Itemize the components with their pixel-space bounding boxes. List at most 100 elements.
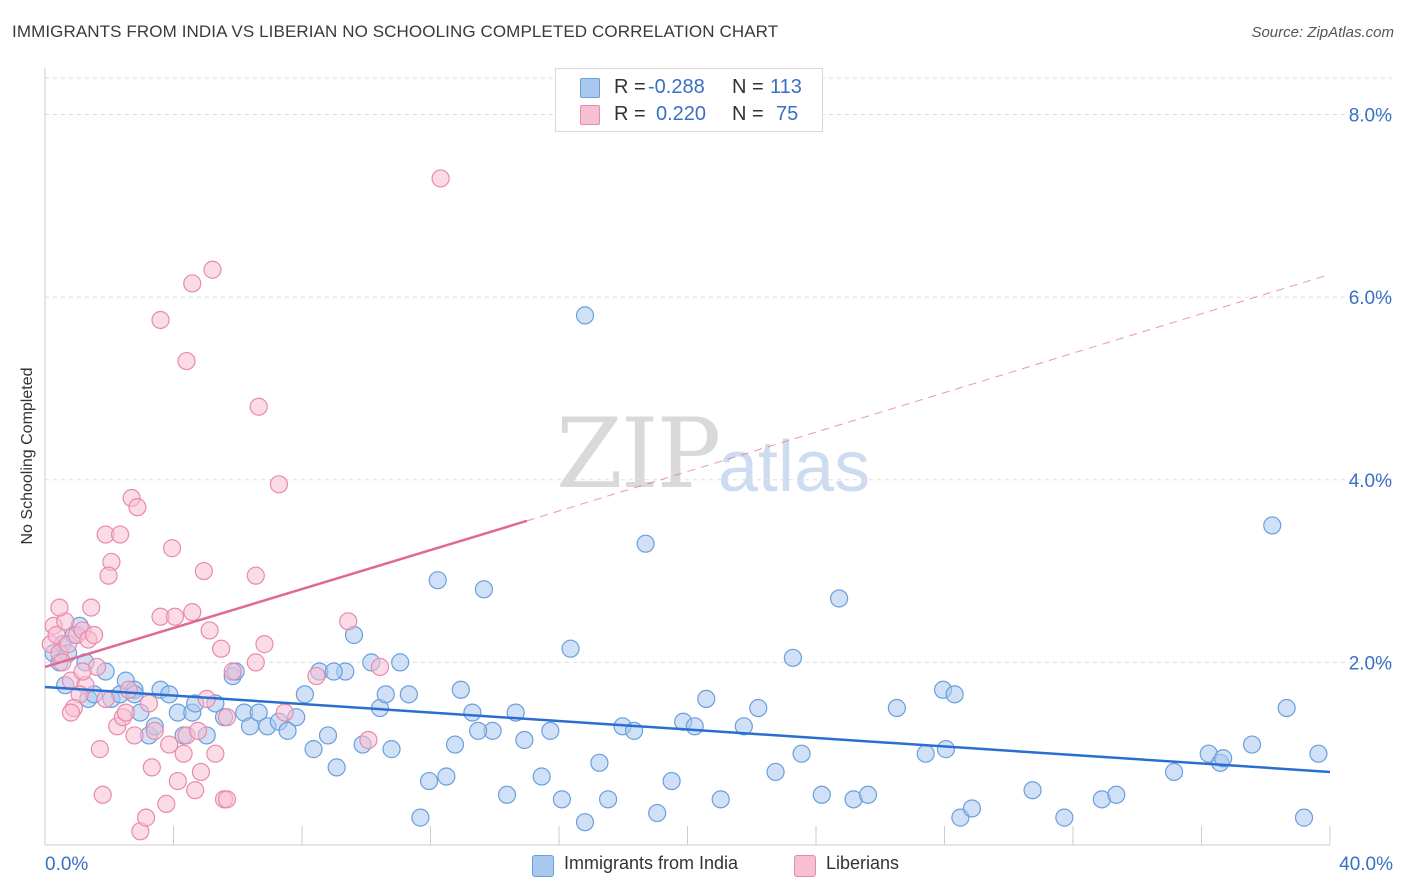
india-point: [327, 758, 346, 777]
india-point: [662, 771, 681, 791]
india-point: [399, 685, 418, 704]
liberian-point: [119, 680, 138, 699]
india-point: [451, 680, 470, 699]
liberian-point: [307, 666, 326, 686]
legend-liberian-swatch: [794, 855, 816, 877]
liberian-point: [177, 351, 196, 371]
india-point: [532, 767, 551, 786]
india-point: [295, 685, 314, 704]
liberian-trend-line: [526, 273, 1331, 522]
india-point: [858, 785, 878, 804]
liberian-point: [61, 703, 81, 722]
liberian-point: [160, 735, 179, 754]
liberian-point: [162, 539, 182, 558]
liberian-point: [157, 794, 176, 814]
india-point: [411, 808, 430, 827]
liberian-point: [275, 703, 294, 722]
india-point: [561, 639, 580, 658]
liberian-point: [191, 762, 211, 782]
liberian-point: [93, 785, 112, 804]
liberian-point: [206, 744, 225, 763]
india-point: [749, 698, 768, 718]
india-point: [324, 662, 343, 681]
liberian-point: [151, 310, 170, 330]
watermark-atlas: atlas: [718, 427, 871, 507]
india-point: [515, 730, 534, 750]
india-point: [1214, 749, 1233, 768]
liberian-r-label: R =: [614, 103, 646, 125]
india-point: [445, 735, 465, 754]
liberian-point: [168, 771, 187, 791]
india-point: [391, 653, 410, 672]
liberian-point: [200, 621, 219, 640]
india-point: [1294, 808, 1314, 827]
india-point: [648, 803, 667, 823]
liberian-point: [84, 625, 104, 645]
india-point: [304, 740, 323, 759]
liberian-point: [128, 498, 147, 517]
india-point: [685, 717, 704, 736]
liberian-point: [110, 525, 130, 544]
liberian-point: [73, 662, 92, 681]
liberian-point: [142, 758, 161, 777]
india-point: [636, 534, 655, 553]
source-label: Source: ZipAtlas.com: [1251, 24, 1394, 41]
india-point: [945, 685, 964, 704]
liberian-point: [255, 635, 274, 654]
india-swatch: [580, 78, 600, 98]
liberian-point: [223, 662, 242, 681]
liberian-point: [339, 612, 358, 631]
y-tick-label: 2.0%: [1349, 653, 1392, 674]
india-point: [552, 790, 571, 809]
india-trend-line: [44, 685, 1331, 774]
india-point: [278, 721, 297, 740]
liberian-point: [165, 607, 185, 626]
liberian-point: [174, 744, 193, 763]
india-point: [463, 703, 482, 722]
liberian-point: [249, 397, 268, 416]
india-point: [1107, 785, 1126, 804]
india-point: [590, 753, 609, 772]
india-point: [916, 744, 935, 763]
india-point: [318, 726, 338, 745]
liberian-n-value: 75: [776, 103, 799, 125]
x-tick-label: 0.0%: [45, 854, 88, 875]
india-point: [469, 721, 488, 740]
liberian-point: [246, 653, 265, 672]
liberian-point: [194, 561, 213, 581]
liberian-point: [99, 566, 118, 585]
liberian-point: [188, 721, 208, 740]
liberian-point: [183, 603, 202, 622]
stats-row-liberian: R = 0.220 N = 75: [556, 100, 822, 128]
india-point: [697, 689, 716, 709]
india-point: [1023, 781, 1042, 800]
liberian-point: [203, 260, 222, 279]
liberian-point: [217, 790, 237, 809]
liberian-trend-line: [44, 519, 528, 669]
liberian-point: [136, 808, 156, 827]
india-point: [1242, 735, 1262, 754]
india-point: [598, 790, 618, 809]
india-point: [783, 648, 802, 667]
liberian-point: [96, 689, 115, 709]
liberian-point: [139, 694, 159, 713]
india-n-label: N =: [732, 76, 764, 98]
india-point: [792, 744, 811, 763]
india-point: [1309, 744, 1328, 763]
liberian-point: [431, 169, 450, 188]
liberian-r-value: 0.220: [656, 103, 707, 125]
india-r-label: R =: [614, 76, 646, 98]
india-point: [1164, 762, 1184, 782]
liberian-point: [186, 781, 205, 800]
india-point: [766, 762, 785, 782]
liberian-point: [145, 721, 164, 740]
india-point: [1277, 698, 1296, 718]
liberian-point: [50, 598, 69, 617]
liberian-n-label: N =: [732, 103, 764, 125]
india-point: [830, 589, 849, 608]
liberian-point: [125, 726, 144, 745]
stats-row-india: R = -0.288 N = 113: [556, 73, 822, 101]
india-point: [962, 799, 982, 818]
india-point: [575, 306, 595, 325]
